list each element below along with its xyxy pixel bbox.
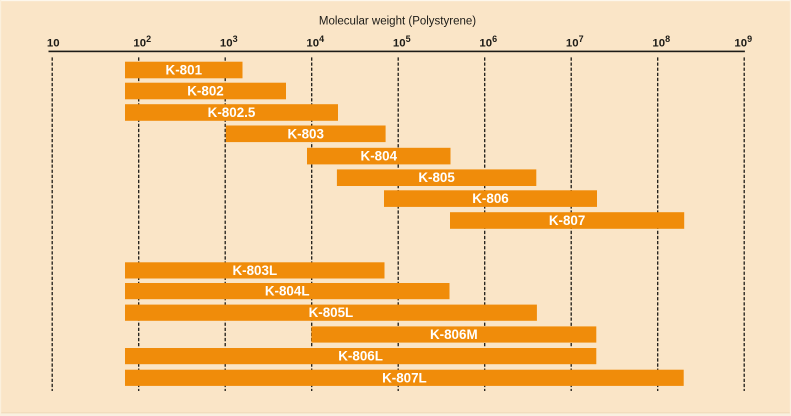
svg-text:K-803L: K-803L [232, 263, 277, 278]
svg-text:5: 5 [406, 34, 411, 44]
svg-text:2: 2 [146, 34, 151, 44]
svg-text:10: 10 [566, 38, 579, 50]
svg-text:K-804: K-804 [361, 149, 398, 164]
svg-text:K-806: K-806 [472, 191, 508, 206]
svg-text:K-807L: K-807L [382, 370, 427, 385]
svg-text:4: 4 [319, 34, 324, 44]
svg-text:K-802: K-802 [187, 84, 223, 99]
svg-text:K-806L: K-806L [338, 349, 383, 364]
svg-text:K-803: K-803 [287, 126, 323, 141]
svg-text:6: 6 [492, 34, 497, 44]
svg-text:10: 10 [652, 38, 665, 50]
svg-text:K-804L: K-804L [265, 284, 310, 299]
svg-text:10: 10 [47, 38, 60, 50]
svg-text:8: 8 [665, 34, 670, 44]
svg-text:Molecular weight (Polystyrene): Molecular weight (Polystyrene) [319, 16, 476, 28]
svg-text:10: 10 [393, 38, 406, 50]
svg-text:10: 10 [306, 38, 319, 50]
svg-text:K-806M: K-806M [430, 327, 478, 342]
svg-text:K-805: K-805 [418, 170, 455, 185]
svg-text:9: 9 [747, 34, 752, 44]
svg-text:K-807: K-807 [549, 213, 585, 228]
svg-text:K-801: K-801 [166, 63, 203, 78]
svg-text:10: 10 [479, 38, 492, 50]
svg-text:10: 10 [220, 38, 233, 50]
svg-text:7: 7 [579, 34, 584, 44]
svg-text:10: 10 [133, 38, 146, 50]
svg-text:10: 10 [734, 38, 747, 50]
svg-text:K-805L: K-805L [309, 305, 354, 320]
svg-text:K-802.5: K-802.5 [208, 105, 256, 120]
svg-text:3: 3 [233, 34, 238, 44]
